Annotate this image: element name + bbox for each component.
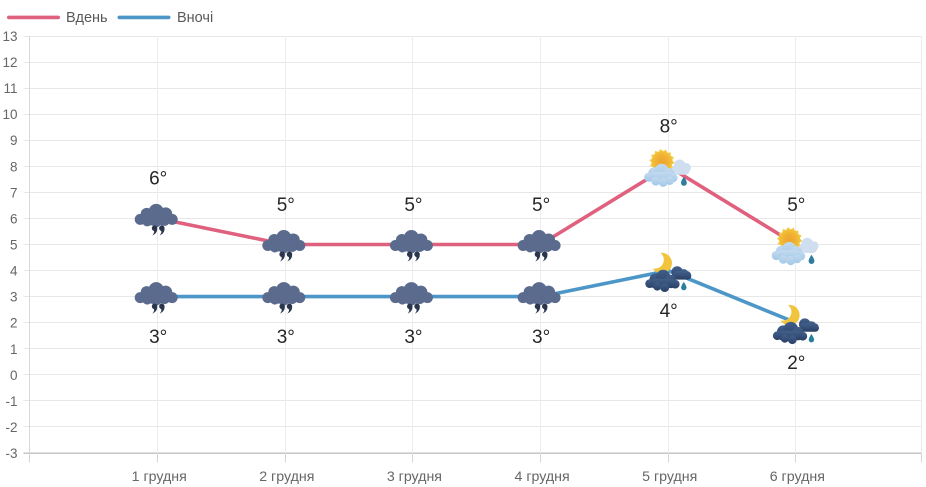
svg-text:9: 9: [10, 133, 18, 148]
svg-text:2°: 2°: [787, 353, 805, 374]
svg-text:5°: 5°: [277, 195, 295, 216]
svg-text:3°: 3°: [149, 327, 167, 348]
svg-text:6°: 6°: [149, 169, 167, 190]
svg-text:3°: 3°: [404, 327, 422, 348]
svg-text:6: 6: [10, 211, 18, 226]
svg-text:3: 3: [10, 290, 18, 305]
svg-text:Вдень: Вдень: [66, 10, 108, 26]
svg-text:4 грудня: 4 грудня: [515, 469, 570, 485]
svg-text:-3: -3: [5, 446, 17, 461]
svg-text:2: 2: [10, 316, 18, 331]
svg-text:5°: 5°: [532, 195, 550, 216]
svg-text:4°: 4°: [660, 301, 678, 322]
svg-text:Вночі: Вночі: [177, 10, 213, 26]
svg-text:3 грудня: 3 грудня: [387, 469, 442, 485]
svg-text:13: 13: [2, 29, 17, 44]
svg-text:6 грудня: 6 грудня: [770, 469, 825, 485]
svg-text:10: 10: [2, 107, 17, 122]
svg-text:5: 5: [10, 238, 18, 253]
svg-text:1 грудня: 1 грудня: [132, 469, 187, 485]
svg-text:4: 4: [10, 264, 18, 279]
svg-text:5°: 5°: [404, 195, 422, 216]
svg-text:11: 11: [3, 81, 17, 96]
svg-text:5 грудня: 5 грудня: [642, 469, 697, 485]
svg-text:7: 7: [10, 185, 18, 200]
svg-text:-2: -2: [5, 420, 17, 435]
svg-text:5°: 5°: [787, 195, 805, 216]
svg-text:3°: 3°: [532, 327, 550, 348]
svg-text:3°: 3°: [277, 327, 295, 348]
svg-text:0: 0: [10, 368, 18, 383]
svg-text:-1: -1: [5, 394, 17, 409]
svg-text:8: 8: [10, 159, 18, 174]
svg-text:12: 12: [2, 55, 17, 70]
svg-text:8°: 8°: [660, 117, 678, 138]
svg-text:2 грудня: 2 грудня: [259, 469, 314, 485]
svg-text:1: 1: [10, 342, 18, 357]
